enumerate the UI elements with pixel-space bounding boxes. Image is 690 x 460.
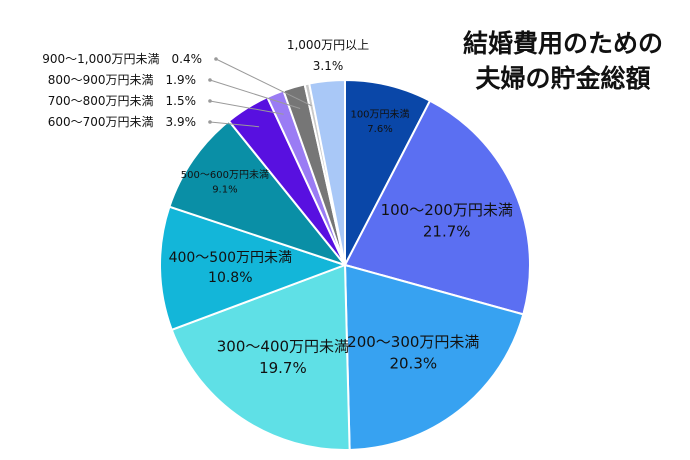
leader-lines [208,57,312,128]
slice-value-label: 19.7% [259,359,307,377]
leader-dot [208,99,212,103]
slice-value-label: 3.1% [313,59,344,73]
leader-dot [214,57,218,61]
leader-dot [208,120,212,124]
slice-value-label: 10.8% [208,270,252,286]
leader-line [209,79,301,109]
pie-slice [170,263,351,451]
leader-line [215,58,312,107]
slice-value-label: 7.6% [367,124,392,135]
slice-label: 200～300万円未満 [347,333,479,351]
slice-labels: 100万円未満 7.6% 100～200万円未満 21.7% 200～300万円未満 20… [42,38,513,377]
slice-label: 100万円未満 [350,108,409,120]
leader-dot [208,78,212,82]
chart-title: 結婚費用のための 夫婦の貯金総額 [463,29,663,93]
slice-label: 600～700万円未満 3.9% [48,115,196,129]
pie-slice [159,205,349,332]
slice-label: 500～600万円未満 [181,169,269,181]
pie-slice [308,78,346,266]
slice-value-label: 21.7% [423,223,471,241]
slice-label: 1,000万円以上 [287,38,369,52]
pie-slice [343,99,531,316]
pie-slices [159,78,531,451]
chart-title-line-2: 夫婦の貯金総額 [475,64,650,93]
chart-title-line-1: 結婚費用のための [463,29,663,58]
slice-label: 100～200万円未満 [381,201,513,219]
slice-label: 800～900万円未満 1.9% [48,73,196,87]
pie-slice [343,263,525,451]
leader-line [209,100,284,115]
slice-label: 300～400万円未満 [217,337,349,355]
slice-label: 700～800万円未満 1.5% [48,94,196,108]
slice-value-label: 9.1% [212,185,237,196]
slice-label: 400～500万円未満 [169,250,292,266]
slice-value-label: 20.3% [389,355,437,373]
leader-line [209,121,260,128]
slice-label: 900～1,000万円未満 0.4% [42,52,202,66]
